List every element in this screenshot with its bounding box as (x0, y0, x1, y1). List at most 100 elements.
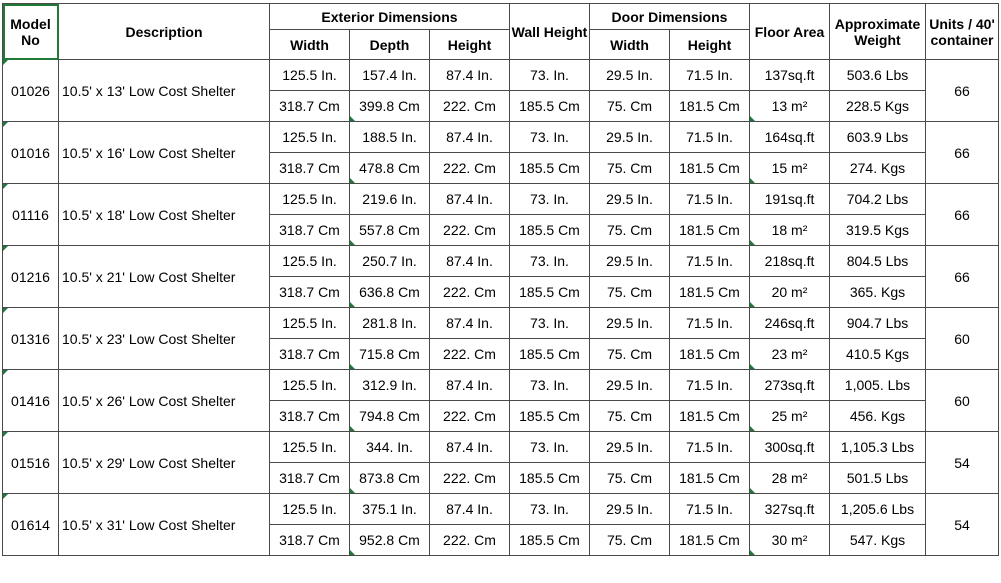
model-no-cell[interactable]: 01516 (2, 431, 59, 494)
floor-area-sqm-cell[interactable]: 23 m² (749, 338, 830, 370)
weight-lbs-cell[interactable]: 804.5 Lbs (829, 245, 926, 277)
depth-cm-cell[interactable]: 399.8 Cm (349, 90, 430, 122)
width-in-cell[interactable]: 125.5 In. (269, 59, 350, 91)
weight-kg-cell[interactable]: 410.5 Kgs (829, 338, 926, 370)
depth-in-cell[interactable]: 312.9 In. (349, 369, 430, 401)
floor-area-sqft-cell[interactable]: 137sq.ft (749, 59, 830, 91)
wall-height-in-cell[interactable]: 73. In. (509, 493, 590, 525)
units-cell[interactable]: 66 (925, 121, 999, 184)
height-in-cell[interactable]: 87.4 In. (429, 431, 510, 463)
wall-height-cm-cell[interactable]: 185.5 Cm (509, 338, 590, 370)
model-no-cell[interactable]: 01016 (2, 121, 59, 184)
depth-cm-cell[interactable]: 794.8 Cm (349, 400, 430, 432)
weight-kg-cell[interactable]: 456. Kgs (829, 400, 926, 432)
floor-area-sqm-cell[interactable]: 13 m² (749, 90, 830, 122)
door-width-in-cell[interactable]: 29.5 In. (589, 431, 670, 463)
weight-lbs-cell[interactable]: 904.7 Lbs (829, 307, 926, 339)
wall-height-cm-cell[interactable]: 185.5 Cm (509, 524, 590, 556)
width-cm-cell[interactable]: 318.7 Cm (269, 462, 350, 494)
height-cm-cell[interactable]: 222. Cm (429, 400, 510, 432)
header-width[interactable]: Width (269, 29, 350, 60)
height-cm-cell[interactable]: 222. Cm (429, 90, 510, 122)
model-no-cell[interactable]: 01416 (2, 369, 59, 432)
wall-height-in-cell[interactable]: 73. In. (509, 431, 590, 463)
floor-area-sqft-cell[interactable]: 273sq.ft (749, 369, 830, 401)
units-cell[interactable]: 60 (925, 369, 999, 432)
units-cell[interactable]: 66 (925, 245, 999, 308)
wall-height-in-cell[interactable]: 73. In. (509, 307, 590, 339)
width-in-cell[interactable]: 125.5 In. (269, 493, 350, 525)
width-cm-cell[interactable]: 318.7 Cm (269, 152, 350, 184)
model-no-cell[interactable]: 01316 (2, 307, 59, 370)
description-cell[interactable]: 10.5' x 26' Low Cost Shelter (58, 369, 270, 432)
header-exterior-dimensions[interactable]: Exterior Dimensions (269, 3, 510, 30)
width-in-cell[interactable]: 125.5 In. (269, 121, 350, 153)
wall-height-in-cell[interactable]: 73. In. (509, 245, 590, 277)
height-cm-cell[interactable]: 222. Cm (429, 462, 510, 494)
door-height-in-cell[interactable]: 71.5 In. (669, 369, 750, 401)
height-cm-cell[interactable]: 222. Cm (429, 338, 510, 370)
floor-area-sqft-cell[interactable]: 327sq.ft (749, 493, 830, 525)
model-no-cell[interactable]: 01216 (2, 245, 59, 308)
door-height-cm-cell[interactable]: 181.5 Cm (669, 214, 750, 246)
width-in-cell[interactable]: 125.5 In. (269, 431, 350, 463)
weight-kg-cell[interactable]: 274. Kgs (829, 152, 926, 184)
weight-kg-cell[interactable]: 547. Kgs (829, 524, 926, 556)
floor-area-sqm-cell[interactable]: 15 m² (749, 152, 830, 184)
description-cell[interactable]: 10.5' x 29' Low Cost Shelter (58, 431, 270, 494)
depth-in-cell[interactable]: 375.1 In. (349, 493, 430, 525)
height-in-cell[interactable]: 87.4 In. (429, 369, 510, 401)
description-cell[interactable]: 10.5' x 23' Low Cost Shelter (58, 307, 270, 370)
header-wall-height[interactable]: Wall Height (509, 3, 590, 60)
depth-cm-cell[interactable]: 636.8 Cm (349, 276, 430, 308)
height-cm-cell[interactable]: 222. Cm (429, 152, 510, 184)
wall-height-cm-cell[interactable]: 185.5 Cm (509, 400, 590, 432)
weight-kg-cell[interactable]: 501.5 Lbs (829, 462, 926, 494)
height-in-cell[interactable]: 87.4 In. (429, 245, 510, 277)
door-width-in-cell[interactable]: 29.5 In. (589, 493, 670, 525)
wall-height-in-cell[interactable]: 73. In. (509, 369, 590, 401)
depth-in-cell[interactable]: 157.4 In. (349, 59, 430, 91)
weight-lbs-cell[interactable]: 704.2 Lbs (829, 183, 926, 215)
height-cm-cell[interactable]: 222. Cm (429, 276, 510, 308)
header-door-dimensions[interactable]: Door Dimensions (589, 3, 750, 30)
door-height-in-cell[interactable]: 71.5 In. (669, 121, 750, 153)
depth-cm-cell[interactable]: 715.8 Cm (349, 338, 430, 370)
model-no-cell[interactable]: 01116 (2, 183, 59, 246)
description-cell[interactable]: 10.5' x 16' Low Cost Shelter (58, 121, 270, 184)
door-width-cm-cell[interactable]: 75. Cm (589, 524, 670, 556)
weight-lbs-cell[interactable]: 1,105.3 Lbs (829, 431, 926, 463)
door-width-cm-cell[interactable]: 75. Cm (589, 338, 670, 370)
width-in-cell[interactable]: 125.5 In. (269, 369, 350, 401)
floor-area-sqm-cell[interactable]: 30 m² (749, 524, 830, 556)
units-cell[interactable]: 60 (925, 307, 999, 370)
width-cm-cell[interactable]: 318.7 Cm (269, 524, 350, 556)
door-width-cm-cell[interactable]: 75. Cm (589, 400, 670, 432)
height-in-cell[interactable]: 87.4 In. (429, 307, 510, 339)
model-no-cell[interactable]: 01614 (2, 493, 59, 556)
height-in-cell[interactable]: 87.4 In. (429, 493, 510, 525)
door-height-cm-cell[interactable]: 181.5 Cm (669, 524, 750, 556)
floor-area-sqft-cell[interactable]: 218sq.ft (749, 245, 830, 277)
door-width-in-cell[interactable]: 29.5 In. (589, 245, 670, 277)
header-approximate-weight[interactable]: Approximate Weight (829, 3, 926, 60)
door-height-in-cell[interactable]: 71.5 In. (669, 183, 750, 215)
width-cm-cell[interactable]: 318.7 Cm (269, 400, 350, 432)
depth-in-cell[interactable]: 281.8 In. (349, 307, 430, 339)
depth-in-cell[interactable]: 188.5 In. (349, 121, 430, 153)
floor-area-sqm-cell[interactable]: 25 m² (749, 400, 830, 432)
width-in-cell[interactable]: 125.5 In. (269, 183, 350, 215)
weight-kg-cell[interactable]: 319.5 Kgs (829, 214, 926, 246)
floor-area-sqft-cell[interactable]: 300sq.ft (749, 431, 830, 463)
door-height-cm-cell[interactable]: 181.5 Cm (669, 400, 750, 432)
wall-height-cm-cell[interactable]: 185.5 Cm (509, 462, 590, 494)
description-cell[interactable]: 10.5' x 21' Low Cost Shelter (58, 245, 270, 308)
height-cm-cell[interactable]: 222. Cm (429, 214, 510, 246)
width-cm-cell[interactable]: 318.7 Cm (269, 276, 350, 308)
door-width-in-cell[interactable]: 29.5 In. (589, 183, 670, 215)
depth-in-cell[interactable]: 344. In. (349, 431, 430, 463)
width-in-cell[interactable]: 125.5 In. (269, 307, 350, 339)
weight-lbs-cell[interactable]: 503.6 Lbs (829, 59, 926, 91)
model-no-cell[interactable]: 01026 (2, 59, 59, 122)
height-cm-cell[interactable]: 222. Cm (429, 524, 510, 556)
